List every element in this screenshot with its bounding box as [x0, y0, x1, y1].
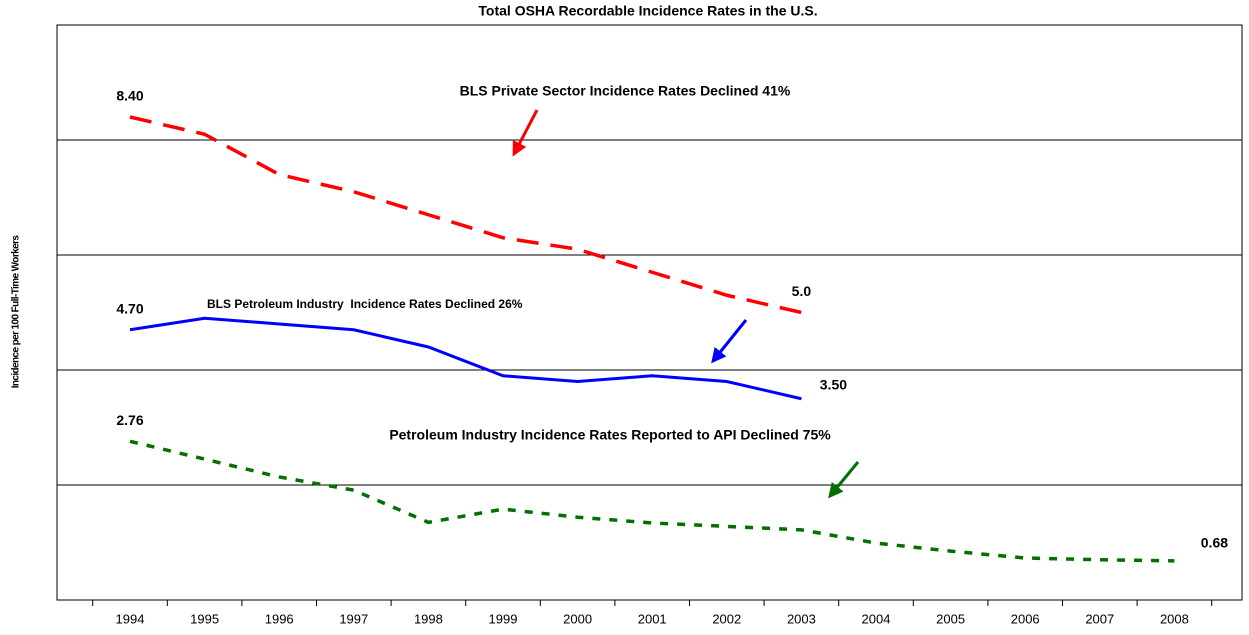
x-tick-label: 1996 [265, 611, 294, 626]
x-tick-label: 1994 [116, 611, 145, 626]
series-line [129, 316, 802, 401]
x-tick-label: 2000 [563, 611, 592, 626]
x-tick-label: 2001 [638, 611, 667, 626]
annotation: Petroleum Industry Incidence Rates Repor… [389, 427, 831, 443]
annotation-arrow [512, 109, 539, 157]
series-line [129, 115, 802, 315]
data-label: 5.0 [792, 283, 812, 299]
x-tick-label: 2005 [936, 611, 965, 626]
x-tick-label: 1997 [339, 611, 368, 626]
plot-frame [56, 24, 1243, 601]
annotation-arrow [828, 461, 860, 499]
x-tick-label: 2004 [862, 611, 891, 626]
annotation: BLS Private Sector Incidence Rates Decli… [460, 83, 791, 99]
data-label: 0.68 [1201, 535, 1228, 551]
x-tick-label: 1995 [190, 611, 219, 626]
x-tick-label: 2003 [787, 611, 816, 626]
x-tick-label: 1999 [489, 611, 518, 626]
annotation-arrow [711, 319, 748, 364]
x-tick-label: 2002 [712, 611, 741, 626]
x-tick-label: 2007 [1085, 611, 1114, 626]
y-axis-label: Incidence per 100 Full-Time Workers [11, 235, 22, 389]
data-label: 8.40 [116, 88, 143, 104]
annotation: BLS Petroleum Industry Incidence Rates D… [207, 297, 523, 311]
x-tick-label: 2008 [1160, 611, 1189, 626]
chart-title: Total OSHA Recordable Incidence Rates in… [478, 3, 817, 19]
data-label: 2.76 [116, 412, 143, 428]
data-label: 4.70 [116, 300, 143, 316]
data-label: 3.50 [820, 376, 847, 392]
x-tick-label: 1998 [414, 611, 443, 626]
x-tick-label: 2006 [1011, 611, 1040, 626]
series-line [129, 439, 1175, 563]
